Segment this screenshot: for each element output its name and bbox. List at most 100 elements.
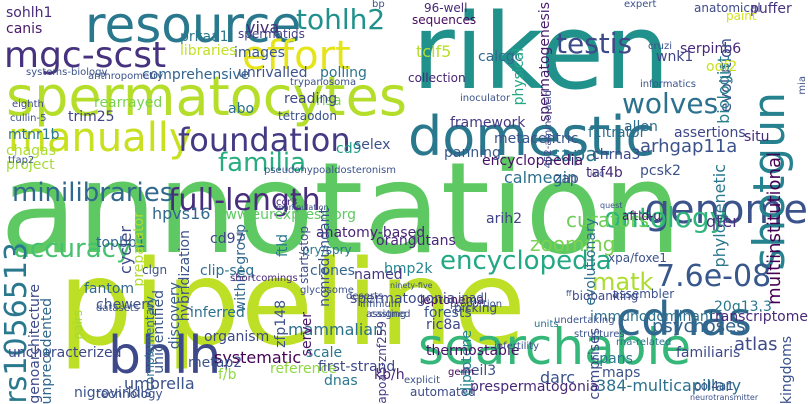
cloud-word: immunodominant bbox=[590, 309, 715, 325]
cloud-word: infinium bbox=[360, 299, 401, 310]
cloud-word: familiaris bbox=[676, 345, 741, 361]
cloud-word: metacentric bbox=[494, 131, 579, 147]
cloud-word: pipeline bbox=[58, 234, 527, 372]
cloud-word: collection bbox=[408, 71, 466, 85]
cloud-word: scale bbox=[306, 345, 343, 361]
cloud-word: searchable bbox=[418, 318, 692, 376]
cloud-word: pcsk2 bbox=[640, 163, 681, 179]
cloud-word: framework bbox=[450, 115, 526, 131]
cloud-word: spermatids bbox=[238, 27, 305, 41]
cloud-word: viva bbox=[246, 18, 280, 37]
cloud-word: rna-related bbox=[616, 337, 672, 348]
cloud-word: effort bbox=[242, 33, 351, 79]
cloud-word: calmegin bbox=[504, 168, 578, 187]
cloud-word: manually bbox=[8, 115, 193, 161]
cloud-word: orangutans bbox=[376, 233, 456, 249]
cloud-word: cdnas bbox=[616, 292, 752, 346]
cloud-word: testis bbox=[556, 27, 633, 60]
cloud-word: f/b bbox=[218, 367, 237, 383]
cloud-word: casting bbox=[370, 309, 407, 320]
cloud-word: 452-amino-acid bbox=[543, 90, 554, 169]
cloud-word: cd97 bbox=[210, 231, 245, 247]
cloud-word: units bbox=[534, 319, 559, 330]
cloud-word: resource bbox=[85, 0, 302, 54]
cloud-word: psychoses bbox=[652, 316, 746, 337]
cloud-word: tetraodon bbox=[278, 109, 337, 123]
cloud-word: genome bbox=[644, 187, 808, 233]
cloud-word: cruzi bbox=[648, 41, 672, 52]
cloud-word: physical bbox=[511, 48, 527, 106]
cloud-word: datasets bbox=[96, 303, 140, 314]
cloud-word: serpinb6 bbox=[680, 41, 742, 57]
cloud-word: 7.6e-08 bbox=[656, 259, 772, 294]
cloud-word: proportion bbox=[450, 299, 503, 310]
cloud-word: paint bbox=[726, 9, 757, 23]
cloud-word: inadl bbox=[458, 291, 488, 305]
cloud-word: forests bbox=[424, 305, 472, 321]
cloud-word: col4a1 bbox=[694, 379, 734, 393]
cloud-word: www.eurexpress.org bbox=[214, 207, 357, 223]
cloud-word: reading bbox=[284, 91, 338, 107]
cloud-word: anatomy-based bbox=[316, 225, 426, 241]
cloud-word: systems-biology bbox=[26, 67, 108, 78]
cloud-word: f1ltrator bbox=[588, 125, 646, 141]
cloud-word: 96-well bbox=[424, 1, 468, 15]
cloud-word: anthropometry bbox=[88, 71, 164, 82]
cloud-word: neil3 bbox=[462, 363, 497, 379]
cloud-word: mtnr1b bbox=[8, 127, 60, 143]
cloud-word: ric8a bbox=[426, 317, 461, 333]
cloud-word: images bbox=[234, 45, 285, 61]
cloud-word: assertions bbox=[674, 125, 746, 141]
cloud-word: kingdoms bbox=[779, 335, 795, 404]
cloud-word: qter bbox=[706, 212, 739, 231]
cloud-word: libraries bbox=[180, 43, 237, 59]
cloud-word: topbp1 bbox=[96, 235, 146, 251]
cloud-word: biobanking bbox=[572, 289, 639, 303]
cloud-word: spans bbox=[592, 351, 633, 367]
cloud-word: zooming bbox=[530, 232, 616, 256]
cloud-word: puffer bbox=[750, 1, 792, 17]
cloud-word: familia bbox=[218, 148, 307, 178]
cloud-word: risa bbox=[316, 93, 342, 109]
cloud-word: taf4b bbox=[586, 165, 623, 181]
cloud-word: leptonema bbox=[420, 293, 485, 307]
cloud-word: wolves bbox=[622, 87, 719, 120]
cloud-word: assembler bbox=[612, 287, 675, 301]
cloud-word: chewers bbox=[96, 297, 155, 313]
cloud-word: maps bbox=[602, 365, 641, 381]
cloud-word: canis bbox=[6, 21, 43, 37]
cloud-word: panning bbox=[444, 145, 501, 161]
cloud-word: tfap2 bbox=[8, 155, 35, 166]
cloud-word: nigroviridis bbox=[74, 385, 152, 401]
cloud-word: clones bbox=[310, 263, 355, 279]
cloud-word: spermatogonia bbox=[350, 291, 456, 307]
cloud-word: named bbox=[354, 267, 403, 283]
cloud-word: expert bbox=[624, 0, 657, 10]
cloud-word: atlas bbox=[734, 334, 778, 355]
cloud-word: arih2 bbox=[486, 211, 523, 227]
cloud-word: informatics bbox=[640, 79, 696, 90]
cloud-word: inferred bbox=[190, 305, 245, 321]
cloud-word: sequences bbox=[412, 13, 477, 27]
cloud-word: clip-seq bbox=[200, 263, 255, 279]
cloud-word: germ bbox=[448, 367, 475, 378]
cloud-word: chagas bbox=[6, 143, 56, 159]
cloud-word: genoarchitecture bbox=[27, 284, 43, 404]
cloud-word: kb/h bbox=[374, 367, 405, 383]
cloud-word: rearrayed bbox=[94, 95, 163, 111]
cloud-word: calcgc bbox=[478, 49, 523, 65]
cloud-word: riken bbox=[412, 0, 671, 113]
cloud-word: darc bbox=[540, 368, 575, 387]
cloud-word: undertaking bbox=[554, 315, 615, 326]
cloud-word: 384-multicapillary bbox=[596, 376, 742, 395]
cloud-word: full-length bbox=[168, 183, 321, 218]
cloud-word: xpa/foxe1 bbox=[608, 251, 668, 265]
cloud-word: infertility bbox=[494, 341, 539, 352]
cloud-word: structures bbox=[574, 329, 625, 340]
cloud-word: chrna3 bbox=[592, 147, 641, 163]
cloud-word: sohlh1 bbox=[6, 5, 53, 21]
cloud-word: wnk1 bbox=[656, 49, 694, 65]
cloud-word: explicit bbox=[404, 375, 440, 386]
cloud-word: pry/spry bbox=[302, 243, 352, 257]
cloud-word: discovery bbox=[167, 282, 183, 350]
